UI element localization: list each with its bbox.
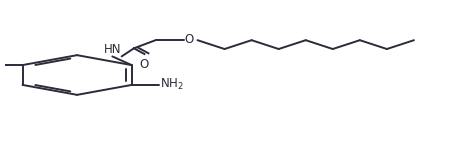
Text: NH$_2$: NH$_2$ (160, 77, 184, 92)
Text: HN: HN (104, 43, 121, 56)
Text: O: O (185, 33, 194, 46)
Text: O: O (140, 58, 149, 71)
